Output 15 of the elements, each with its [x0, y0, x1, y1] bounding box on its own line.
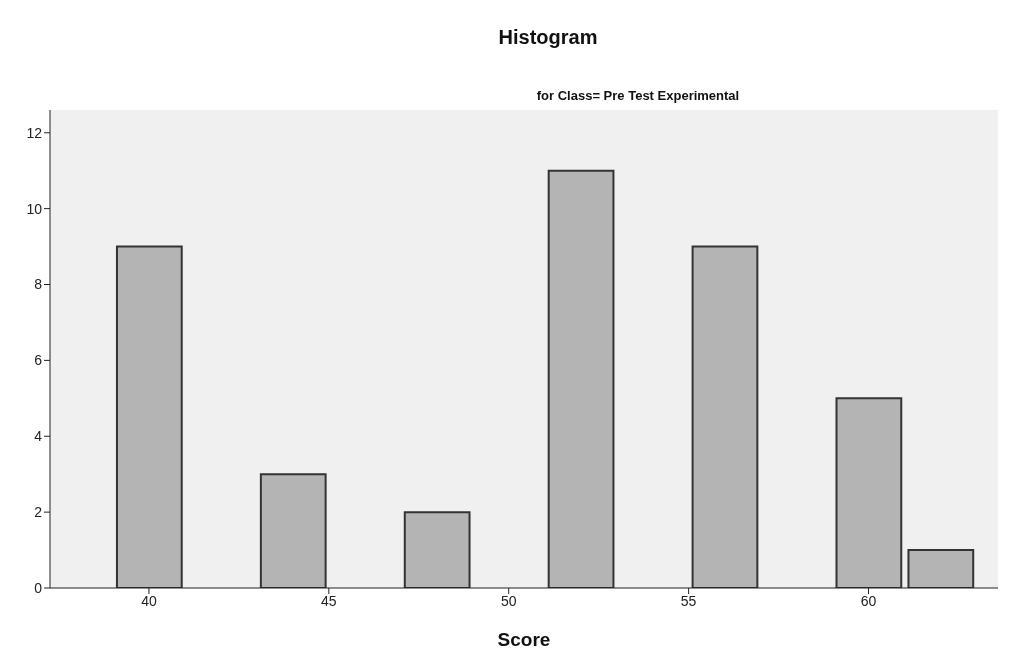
y-tick-label: 0	[34, 579, 43, 596]
x-tick-label: 45	[321, 592, 337, 609]
x-tick-label: 55	[680, 592, 697, 609]
y-tick-label: 8	[34, 276, 43, 293]
x-tick-label: 50	[500, 592, 517, 609]
y-tick-label: 10	[26, 200, 43, 217]
chart-subtitle: for Class= Pre Test Experimental	[535, 88, 741, 103]
x-tick-label: 40	[141, 592, 157, 609]
y-tick-label: 12	[26, 124, 43, 141]
y-tick-label: 2	[34, 504, 43, 521]
x-tick-label: 60	[860, 592, 877, 609]
chart-title: Histogram	[497, 26, 599, 49]
y-tick-label: 6	[34, 352, 43, 369]
x-axis-title: Score	[497, 629, 551, 650]
y-tick-label: 4	[34, 428, 43, 445]
